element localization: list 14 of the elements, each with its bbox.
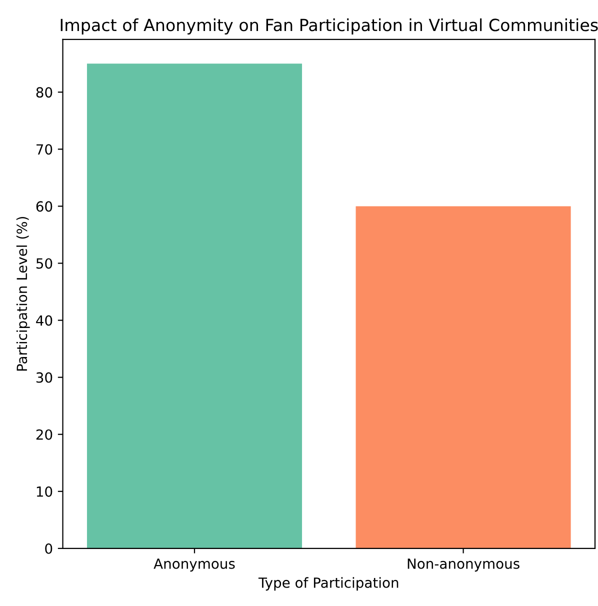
x-tick-label: Non-anonymous [408,558,520,572]
y-tick-label: 80 [36,87,52,98]
y-tick-label: 20 [36,429,52,440]
x-axis-title: Type of Participation [258,577,398,591]
y-tick-label: 30 [36,372,52,383]
y-tick-label: 60 [36,201,52,212]
y-tick-label: 10 [36,486,52,497]
y-tick-label: 70 [36,144,52,155]
y-tick-label: 50 [36,258,52,269]
y-axis-title: Participation Level (%) [16,216,30,371]
y-tick-label: 40 [36,315,52,326]
x-tick-label: Anonymous [154,558,235,572]
chart-title: Impact of Anonymity on Fan Participation in Virtual Communities [60,18,598,35]
y-tick-label: 0 [45,543,52,554]
